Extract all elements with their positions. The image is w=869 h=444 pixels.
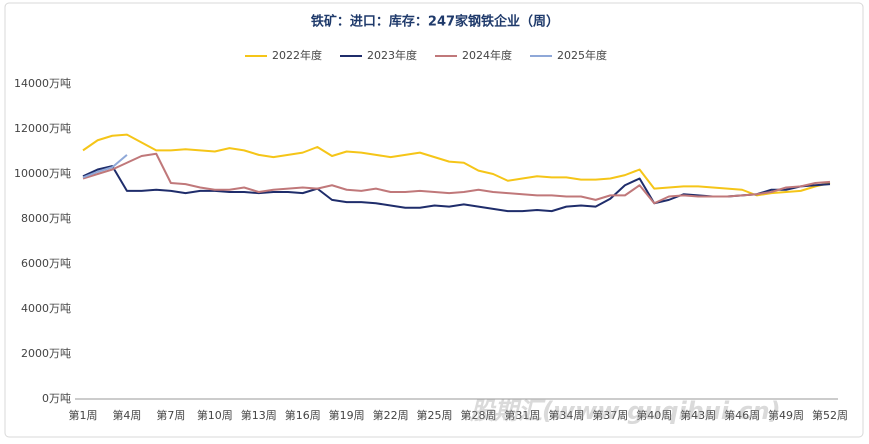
- x-tick-label: 第43周: [680, 408, 716, 422]
- x-tick-label: 第40周: [636, 408, 672, 422]
- y-tick-label: 2000万吨: [21, 347, 71, 360]
- x-tick-label: 第4周: [112, 408, 141, 422]
- y-tick-label: 12000万吨: [14, 122, 71, 135]
- series-line: [82, 152, 831, 205]
- legend-label: 2023年度: [367, 48, 417, 62]
- legend-label: 2024年度: [462, 48, 512, 62]
- chart-title: 铁矿：进口：库存：247家钢铁企业（周）: [310, 14, 559, 30]
- x-tick-label: 第37周: [592, 408, 628, 422]
- x-tick-label: 第16周: [285, 408, 321, 422]
- y-tick-label: 8000万吨: [21, 212, 71, 225]
- x-tick-label: 第7周: [156, 408, 185, 422]
- y-tick-label: 14000万吨: [14, 77, 71, 90]
- series-line: [82, 133, 831, 197]
- x-tick-label: 第13周: [241, 408, 277, 422]
- y-tick-label: 0万吨: [42, 392, 71, 405]
- x-tick-label: 第10周: [197, 408, 233, 422]
- x-tick-label: 第22周: [373, 408, 409, 422]
- y-tick-label: 10000万吨: [14, 167, 71, 180]
- watermark: 股期汇(www.guqihui.cn): [469, 397, 781, 425]
- x-tick-label: 第34周: [548, 408, 584, 422]
- chart-frame: [4, 2, 864, 438]
- x-tick-label: 第1周: [69, 408, 98, 422]
- x-tick-label: 第52周: [812, 408, 848, 422]
- legend-label: 2022年度: [272, 48, 322, 62]
- y-tick-label: 6000万吨: [21, 257, 71, 270]
- x-tick-label: 第46周: [724, 408, 760, 422]
- x-tick-label: 第28周: [460, 408, 496, 422]
- x-tick-label: 第25周: [417, 408, 453, 422]
- x-tick-label: 第31周: [504, 408, 540, 422]
- y-tick-label: 4000万吨: [21, 302, 71, 315]
- series-line: [82, 154, 128, 179]
- x-tick-label: 第19周: [329, 408, 365, 422]
- legend-label: 2025年度: [557, 48, 607, 62]
- x-tick-label: 第49周: [768, 408, 804, 422]
